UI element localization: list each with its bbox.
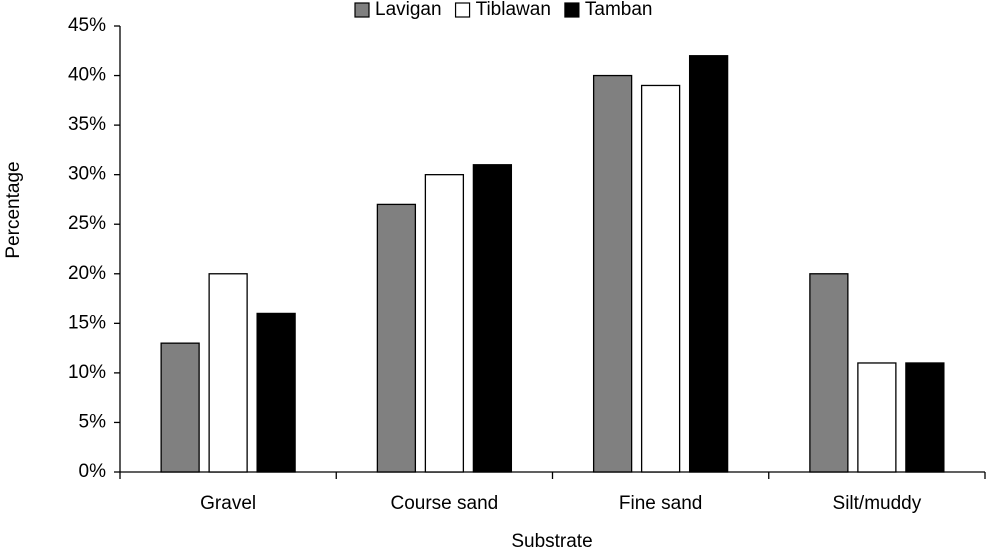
y-tick-label: 20%: [68, 263, 106, 284]
bar: [376, 203, 417, 473]
y-tick-label: 25%: [68, 213, 106, 234]
y-axis-label: Percentage: [3, 161, 24, 258]
legend-swatch: [454, 2, 471, 18]
legend-label: Tiblawan: [476, 0, 551, 20]
bar: [256, 312, 296, 473]
bar: [160, 342, 200, 473]
y-tick-label: 30%: [68, 164, 106, 185]
y-tick-label: 35%: [68, 114, 106, 135]
bar: [688, 55, 729, 473]
bar: [592, 74, 633, 473]
x-axis-label: Substrate: [511, 531, 592, 552]
bar: [424, 174, 465, 473]
legend-swatch: [564, 2, 580, 18]
bar: [640, 84, 681, 473]
bar: [905, 362, 945, 473]
x-tick-label: Course sand: [391, 493, 499, 514]
legend-label: Tamban: [585, 0, 653, 20]
x-tick-label: Fine sand: [619, 493, 702, 514]
bar: [208, 273, 248, 473]
y-tick-label: 0%: [79, 461, 107, 482]
bar: [857, 362, 897, 473]
legend-swatch: [354, 2, 370, 18]
y-tick-label: 45%: [68, 15, 106, 36]
y-tick-label: 15%: [68, 312, 106, 333]
y-tick-label: 5%: [79, 411, 107, 432]
x-tick-label: Gravel: [200, 493, 256, 514]
legend-label: Lavigan: [375, 0, 442, 20]
y-tick-label: 10%: [68, 362, 106, 383]
bar: [472, 164, 513, 473]
bar: [809, 273, 849, 473]
y-tick-label: 40%: [68, 65, 106, 86]
x-tick-label: Silt/muddy: [833, 493, 922, 514]
